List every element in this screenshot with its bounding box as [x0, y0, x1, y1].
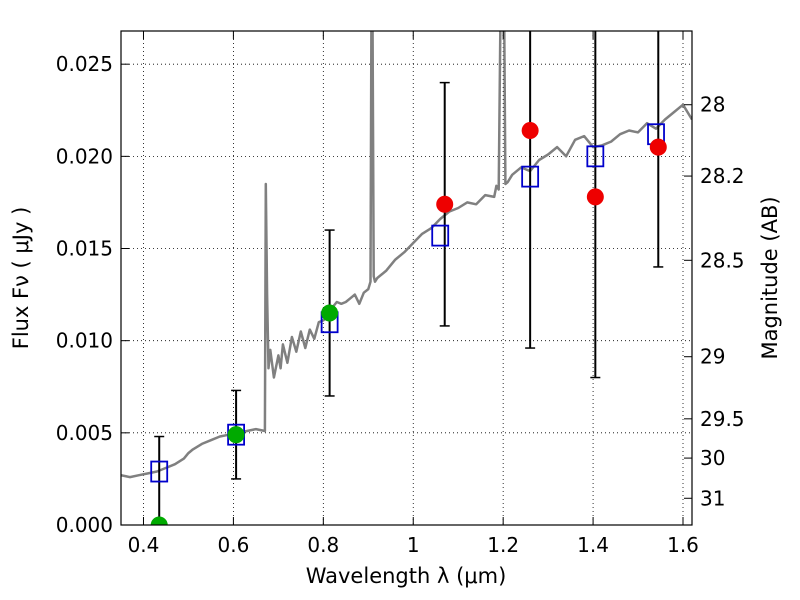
y2-axis-ticks: 28 28.2 28.5 29 29.5 30 31 [684, 93, 745, 510]
grid-lines [121, 31, 692, 526]
detection-point [150, 516, 168, 525]
y2-axis-label: Magnitude (AB) [758, 196, 782, 359]
x-tick-label: 1.6 [667, 533, 699, 557]
plot-area [121, 31, 692, 525]
x-tick-label: 0.4 [128, 533, 160, 557]
y-tick-label: 0.015 [56, 237, 113, 261]
model-photometry-square [150, 460, 169, 483]
y2-tick-label: 29 [700, 345, 725, 369]
detection-point [227, 426, 245, 444]
non-detection-point [521, 122, 539, 140]
x-tick-label: 1.4 [577, 533, 609, 557]
non-detection-point [436, 195, 454, 213]
model-photometry-square [586, 145, 605, 168]
model-photometry-markers [150, 123, 665, 483]
plot-frame [120, 30, 693, 526]
non-detection-point [649, 138, 667, 156]
y-tick-label: 0.000 [56, 513, 113, 537]
non-detection-point [586, 188, 604, 206]
x-tick-label: 1.2 [487, 533, 519, 557]
errorbars [154, 31, 664, 525]
model-photometry-square [431, 224, 450, 247]
x-axis-ticks: 0.4 0.6 0.8 1 1.2 1.4 1.6 [128, 31, 699, 557]
x-axis-label: Wavelength λ (μm) [306, 564, 507, 588]
x-tick-label: 0.6 [217, 533, 249, 557]
y2-tick-label: 31 [700, 486, 725, 510]
y2-tick-label: 29.5 [700, 407, 745, 431]
x-tick-label: 0.8 [307, 533, 339, 557]
y-tick-label: 0.005 [56, 421, 113, 445]
model-spectrum-line [121, 31, 692, 479]
y2-tick-label: 28 [700, 93, 725, 117]
y-tick-label: 0.025 [56, 52, 113, 76]
y2-tick-label: 28.5 [700, 248, 745, 272]
detection-point [321, 304, 339, 322]
y-axis-label: Flux Fν ( μJy ) [9, 207, 33, 350]
y-axis-ticks: 0.000 0.005 0.010 0.015 0.020 0.025 [56, 52, 129, 537]
model-photometry-square [521, 165, 540, 188]
x-tick-label: 1 [407, 533, 420, 557]
y2-tick-label: 28.2 [700, 164, 745, 188]
y-tick-label: 0.010 [56, 329, 113, 353]
y2-tick-label: 30 [700, 446, 725, 470]
y-tick-label: 0.020 [56, 144, 113, 168]
observed-photometry-markers [150, 122, 667, 525]
